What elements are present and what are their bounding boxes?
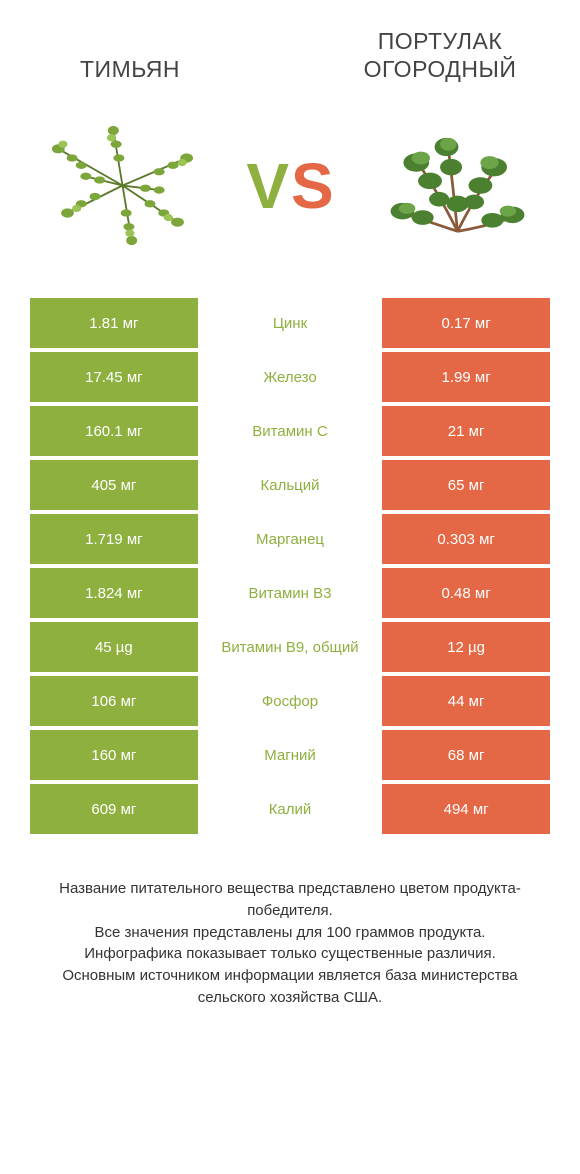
right-value-cell: 44 мг xyxy=(382,676,550,726)
table-row: 1.719 мгМарганец0.303 мг xyxy=(30,514,550,564)
footer-notes: Название питательного вещества представл… xyxy=(0,838,580,1009)
left-value-cell: 160 мг xyxy=(30,730,198,780)
left-value-cell: 1.824 мг xyxy=(30,568,198,618)
left-value-cell: 106 мг xyxy=(30,676,198,726)
left-value-cell: 45 µg xyxy=(30,622,198,672)
nutrient-label: Кальций xyxy=(198,460,383,510)
footer-line2: Все значения представлены для 100 граммо… xyxy=(95,924,486,941)
header: ТИМЬЯН ПОРТУЛАК ОГОРОДНЫЙ xyxy=(0,0,580,93)
right-title-line2: ОГОРОДНЫЙ xyxy=(364,56,517,82)
purslane-image xyxy=(365,103,550,268)
right-product-title: ПОРТУЛАК ОГОРОДНЫЙ xyxy=(330,28,550,83)
table-row: 1.824 мгВитамин B30.48 мг xyxy=(30,568,550,618)
vs-label: VS xyxy=(246,149,333,223)
nutrient-label: Цинк xyxy=(198,298,383,348)
table-row: 17.45 мгЖелезо1.99 мг xyxy=(30,352,550,402)
right-title-line1: ПОРТУЛАК xyxy=(378,28,502,54)
nutrient-label: Фосфор xyxy=(198,676,383,726)
nutrient-label: Витамин B9, общий xyxy=(198,622,383,672)
right-value-cell: 0.48 мг xyxy=(382,568,550,618)
footer-line1: Название питательного вещества представл… xyxy=(59,880,521,919)
table-row: 160.1 мгВитамин C21 мг xyxy=(30,406,550,456)
nutrient-label: Марганец xyxy=(198,514,383,564)
thyme-image xyxy=(30,103,215,268)
nutrient-label: Железо xyxy=(198,352,383,402)
footer-line4: Основным источником информации является … xyxy=(62,967,517,1006)
right-value-cell: 1.99 мг xyxy=(382,352,550,402)
left-value-cell: 1.81 мг xyxy=(30,298,198,348)
right-value-cell: 21 мг xyxy=(382,406,550,456)
nutrient-label: Витамин B3 xyxy=(198,568,383,618)
right-value-cell: 65 мг xyxy=(382,460,550,510)
nutrient-label: Магний xyxy=(198,730,383,780)
right-value-cell: 68 мг xyxy=(382,730,550,780)
right-value-cell: 0.17 мг xyxy=(382,298,550,348)
table-row: 160 мгМагний68 мг xyxy=(30,730,550,780)
left-value-cell: 609 мг xyxy=(30,784,198,834)
footer-line3: Инфографика показывает только существенн… xyxy=(84,945,496,962)
images-row: VS xyxy=(0,93,580,298)
table-row: 45 µgВитамин B9, общий12 µg xyxy=(30,622,550,672)
nutrient-label: Калий xyxy=(198,784,383,834)
vs-s: S xyxy=(291,149,334,223)
comparison-table: 1.81 мгЦинк0.17 мг17.45 мгЖелезо1.99 мг1… xyxy=(0,298,580,834)
table-row: 1.81 мгЦинк0.17 мг xyxy=(30,298,550,348)
left-value-cell: 160.1 мг xyxy=(30,406,198,456)
table-row: 609 мгКалий494 мг xyxy=(30,784,550,834)
left-value-cell: 17.45 мг xyxy=(30,352,198,402)
vs-v: V xyxy=(246,149,289,223)
nutrient-label: Витамин C xyxy=(198,406,383,456)
right-value-cell: 494 мг xyxy=(382,784,550,834)
left-value-cell: 1.719 мг xyxy=(30,514,198,564)
right-value-cell: 0.303 мг xyxy=(382,514,550,564)
left-value-cell: 405 мг xyxy=(30,460,198,510)
left-product-title: ТИМЬЯН xyxy=(30,56,230,84)
table-row: 405 мгКальций65 мг xyxy=(30,460,550,510)
right-value-cell: 12 µg xyxy=(382,622,550,672)
table-row: 106 мгФосфор44 мг xyxy=(30,676,550,726)
